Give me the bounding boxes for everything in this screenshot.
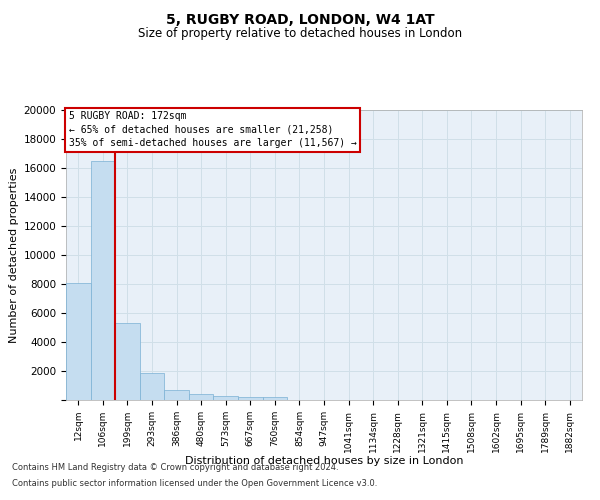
- Bar: [214, 396, 238, 400]
- Y-axis label: Number of detached properties: Number of detached properties: [10, 168, 19, 342]
- Bar: [140, 373, 164, 400]
- Text: Contains HM Land Registry data © Crown copyright and database right 2024.: Contains HM Land Registry data © Crown c…: [12, 464, 338, 472]
- Text: 5, RUGBY ROAD, LONDON, W4 1AT: 5, RUGBY ROAD, LONDON, W4 1AT: [166, 12, 434, 26]
- Bar: [115, 323, 140, 400]
- Bar: [66, 282, 91, 400]
- Bar: [263, 397, 287, 400]
- X-axis label: Distribution of detached houses by size in London: Distribution of detached houses by size …: [185, 456, 463, 466]
- Text: Size of property relative to detached houses in London: Size of property relative to detached ho…: [138, 28, 462, 40]
- Bar: [91, 161, 115, 400]
- Text: Contains public sector information licensed under the Open Government Licence v3: Contains public sector information licen…: [12, 478, 377, 488]
- Text: 5 RUGBY ROAD: 172sqm
← 65% of detached houses are smaller (21,258)
35% of semi-d: 5 RUGBY ROAD: 172sqm ← 65% of detached h…: [68, 112, 356, 148]
- Bar: [189, 394, 214, 400]
- Bar: [164, 390, 189, 400]
- Bar: [238, 397, 263, 400]
